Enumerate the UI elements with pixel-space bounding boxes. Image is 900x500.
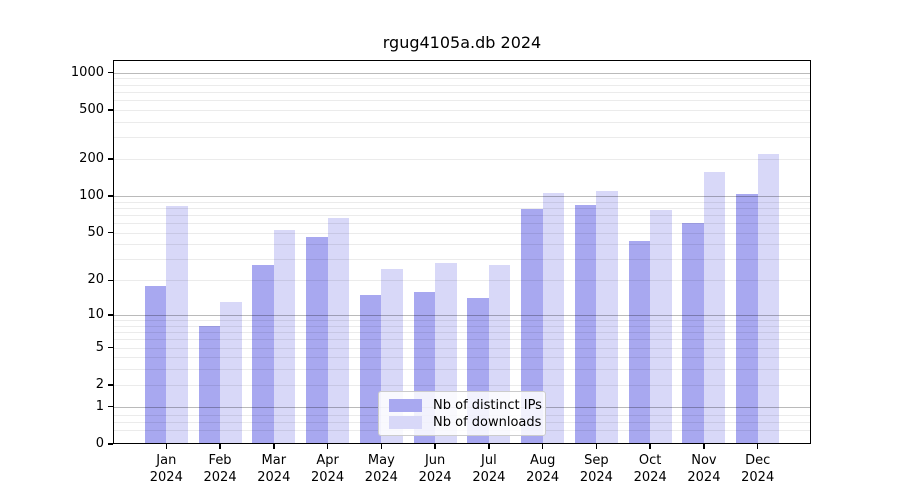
legend: Nb of distinct IPs Nb of downloads (378, 391, 546, 436)
y-tick-2 (108, 384, 113, 386)
x-tick-label-apr: Apr 2024 (311, 453, 345, 485)
legend-swatch-distinct-ips (389, 398, 422, 412)
x-tick-sep (595, 444, 598, 449)
chart-title: rgug4105a.db 2024 (382, 33, 542, 52)
legend-label-distinct-ips: Nb of distinct IPs (433, 397, 542, 413)
bar-downloads-dec (757, 153, 780, 444)
y-tick-label-100: 100 (79, 187, 104, 203)
x-tick-nov (703, 444, 705, 449)
bar-distinct-ips-feb (198, 325, 221, 444)
x-tick-label-mar: Mar 2024 (257, 453, 291, 485)
x-tick-label-feb: Feb 2024 (203, 453, 237, 485)
y-tick-label-200: 200 (79, 150, 104, 166)
bar-downloads-sep (596, 190, 618, 444)
bar-distinct-ips-oct (628, 240, 651, 444)
bars-layer (113, 60, 811, 444)
y-tick-500 (108, 109, 113, 111)
bar-distinct-ips-aug (521, 209, 543, 444)
x-tick-mar (273, 444, 275, 449)
y-tick-0 (108, 443, 113, 445)
bar-distinct-ips-may (359, 294, 382, 444)
y-tick-label-50: 50 (87, 224, 104, 240)
y-tick-label-0: 0 (95, 436, 104, 451)
x-tick-oct (649, 444, 651, 449)
x-tick-label-jun: Jun 2024 (418, 453, 452, 485)
x-tick-jul (488, 444, 490, 449)
y-tick-1000 (108, 71, 113, 74)
bar-downloads-jan (166, 205, 188, 444)
y-tick-label-1000: 1000 (70, 64, 104, 80)
y-tick-1 (108, 405, 113, 408)
bar-downloads-aug (542, 193, 565, 444)
bar-distinct-ips-mar (252, 264, 274, 444)
x-tick-label-dec: Dec 2024 (741, 453, 775, 485)
x-tick-apr (326, 444, 329, 449)
y-tick-20 (108, 279, 113, 282)
y-tick-label-1: 1 (95, 398, 104, 414)
y-tick-label-10: 10 (87, 307, 104, 323)
plot-area (113, 60, 811, 444)
bar-downloads-nov (703, 172, 726, 444)
bar-downloads-apr (327, 218, 350, 444)
y-tick-200 (108, 158, 113, 160)
y-tick-label-5: 5 (95, 339, 104, 355)
legend-label-downloads: Nb of downloads (433, 414, 542, 430)
x-tick-may (380, 444, 383, 449)
y-tick-label-2: 2 (95, 376, 104, 392)
x-tick-label-sep: Sep 2024 (579, 453, 613, 485)
y-tick-label-500: 500 (79, 101, 104, 117)
bar-distinct-ips-dec (736, 193, 758, 444)
legend-item-distinct-ips: Nb of distinct IPs (389, 397, 542, 413)
x-tick-dec (756, 444, 759, 449)
x-tick-feb (219, 444, 221, 449)
bar-distinct-ips-sep (574, 204, 597, 444)
y-tick-label-20: 20 (87, 272, 104, 288)
legend-item-downloads: Nb of downloads (389, 414, 541, 430)
bar-distinct-ips-apr (306, 237, 328, 444)
x-tick-label-jan: Jan 2024 (149, 453, 183, 485)
y-tick-10 (108, 314, 113, 316)
y-tick-5 (108, 346, 113, 349)
bar-distinct-ips-jan (144, 285, 167, 444)
y-tick-100 (108, 195, 113, 197)
bar-downloads-mar (273, 229, 296, 444)
bar-downloads-feb (220, 302, 242, 444)
legend-swatch-downloads (389, 415, 422, 429)
bar-downloads-oct (650, 209, 672, 444)
x-tick-aug (541, 444, 544, 449)
x-tick-label-jul: Jul 2024 (472, 453, 506, 485)
x-tick-jun (434, 444, 436, 449)
y-tick-50 (108, 231, 113, 234)
x-tick-label-may: May 2024 (364, 453, 398, 485)
x-tick-label-aug: Aug 2024 (526, 453, 560, 485)
x-tick-label-oct: Oct 2024 (633, 453, 667, 485)
bar-distinct-ips-nov (682, 223, 704, 444)
x-tick-jan (165, 444, 168, 449)
x-tick-label-nov: Nov 2024 (687, 453, 721, 485)
